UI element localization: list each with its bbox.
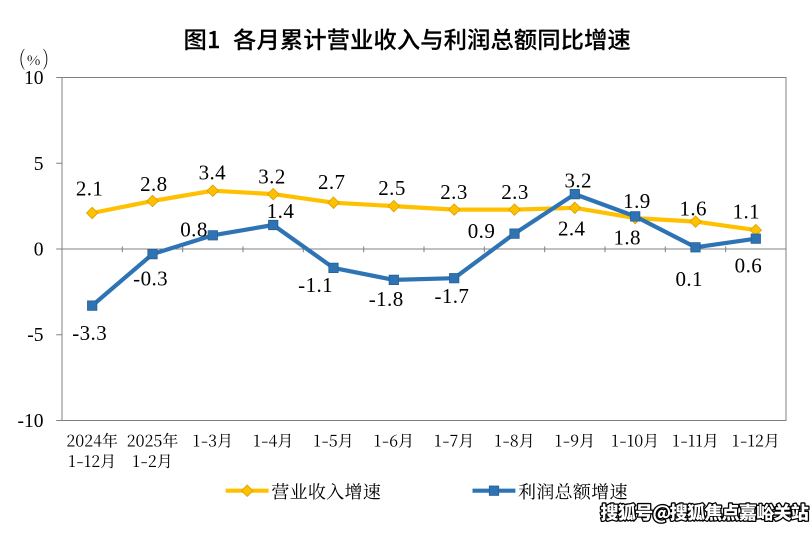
svg-text:2.3: 2.3 bbox=[440, 180, 467, 204]
svg-text:1.9: 1.9 bbox=[623, 189, 650, 213]
svg-text:-1.1: -1.1 bbox=[298, 273, 333, 297]
svg-text:-5: -5 bbox=[27, 325, 43, 346]
svg-text:10: 10 bbox=[24, 68, 44, 89]
svg-text:2.8: 2.8 bbox=[140, 172, 167, 196]
svg-text:-1.7: -1.7 bbox=[434, 284, 469, 308]
svg-text:0.6: 0.6 bbox=[735, 254, 762, 278]
svg-text:3.4: 3.4 bbox=[199, 161, 227, 185]
svg-text:1.6: 1.6 bbox=[679, 197, 706, 221]
svg-text:2.5: 2.5 bbox=[378, 176, 405, 200]
svg-text:1.8: 1.8 bbox=[613, 225, 640, 249]
svg-text:5: 5 bbox=[34, 154, 44, 175]
svg-text:2.4: 2.4 bbox=[558, 217, 586, 241]
svg-text:1.1: 1.1 bbox=[733, 200, 760, 224]
svg-text:3.2: 3.2 bbox=[258, 165, 285, 189]
svg-text:-1.8: -1.8 bbox=[369, 287, 404, 311]
svg-text:1.4: 1.4 bbox=[267, 199, 295, 223]
svg-text:3.2: 3.2 bbox=[564, 168, 591, 192]
svg-text:2.7: 2.7 bbox=[318, 170, 345, 194]
svg-text:0.8: 0.8 bbox=[180, 218, 207, 242]
svg-text:-10: -10 bbox=[18, 411, 44, 432]
svg-text:-0.3: -0.3 bbox=[133, 266, 168, 290]
svg-text:0.9: 0.9 bbox=[468, 219, 495, 243]
svg-text:-3.3: -3.3 bbox=[72, 321, 107, 345]
svg-text:0.1: 0.1 bbox=[675, 267, 702, 291]
svg-text:2.3: 2.3 bbox=[501, 180, 528, 204]
svg-text:0: 0 bbox=[34, 240, 44, 261]
svg-text:2.1: 2.1 bbox=[76, 177, 103, 201]
